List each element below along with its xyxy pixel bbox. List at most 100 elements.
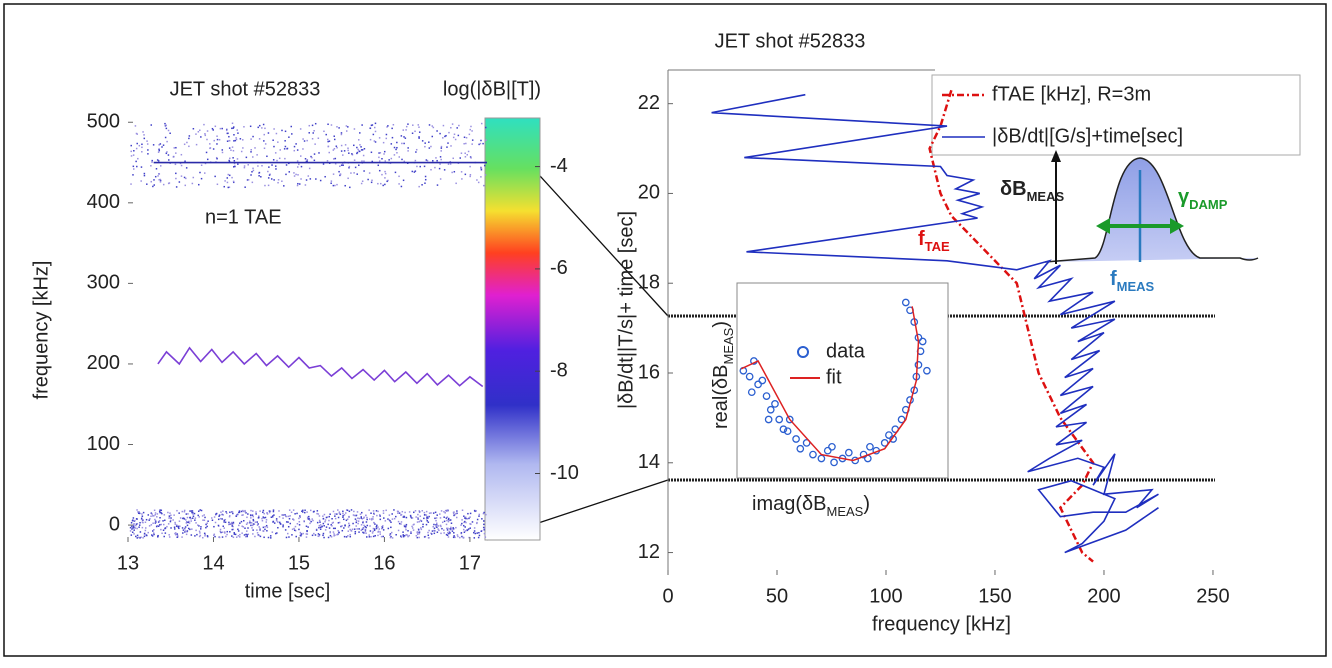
noise-dot — [159, 143, 162, 145]
noise-dot — [360, 149, 363, 151]
noise-dot — [188, 520, 190, 523]
noise-dot — [480, 530, 483, 532]
annotation: n=1 TAE — [205, 206, 282, 228]
noise-dot — [227, 173, 230, 176]
noise-dot — [273, 128, 275, 130]
noise-dot — [464, 526, 466, 528]
x-tick-label: 14 — [202, 552, 224, 574]
noise-dot — [319, 528, 322, 530]
noise-dot — [330, 182, 332, 185]
noise-dot — [146, 183, 148, 185]
noise-dot — [141, 515, 144, 517]
noise-dot — [232, 127, 235, 129]
noise-dot — [318, 152, 320, 154]
noise-dot — [279, 523, 282, 525]
noise-dot — [424, 175, 427, 178]
noise-dot — [221, 536, 224, 538]
noise-dot — [382, 141, 385, 144]
noise-dot — [340, 132, 343, 134]
noise-dot — [446, 529, 449, 531]
noise-dot — [259, 535, 262, 538]
noise-dot — [469, 523, 471, 525]
noise-dot — [344, 184, 346, 187]
noise-dot — [152, 522, 154, 525]
noise-dot — [456, 512, 458, 515]
noise-dot — [411, 525, 413, 528]
data-point — [745, 372, 754, 381]
noise-dot — [153, 184, 156, 186]
x-tick-label: 250 — [1196, 585, 1229, 607]
noise-dot — [432, 512, 435, 514]
noise-dot — [232, 149, 235, 152]
noise-dot — [364, 529, 367, 531]
noise-dot — [344, 144, 347, 146]
noise-dot — [369, 138, 372, 141]
noise-dot — [361, 180, 364, 182]
noise-dot — [258, 138, 261, 140]
noise-dot — [289, 522, 292, 525]
noise-dot — [278, 521, 281, 524]
noise-dot — [298, 517, 300, 520]
noise-dot — [133, 529, 135, 531]
noise-dot — [382, 184, 384, 187]
noise-dot — [449, 519, 452, 521]
noise-dot — [349, 533, 351, 536]
noise-dot — [258, 175, 260, 177]
noise-dot — [151, 159, 153, 162]
noise-dot — [299, 531, 302, 534]
noise-dot — [143, 134, 145, 136]
noise-dot — [443, 529, 445, 531]
noise-dot — [233, 532, 236, 534]
noise-dot — [357, 522, 359, 525]
noise-dot — [233, 160, 236, 162]
noise-dot — [337, 516, 340, 519]
noise-dot — [473, 537, 476, 539]
noise-dot — [140, 180, 142, 182]
noise-dot — [252, 169, 255, 172]
noise-dot — [355, 514, 357, 517]
noise-dot — [277, 141, 279, 143]
noise-dot — [448, 519, 451, 522]
noise-dot — [473, 527, 476, 529]
noise-dot — [418, 511, 421, 513]
noise-dot — [388, 514, 391, 516]
noise-dot — [191, 510, 194, 512]
noise-dot — [453, 514, 455, 517]
noise-dot — [199, 532, 201, 534]
noise-dot — [170, 527, 172, 529]
noise-dot — [277, 521, 279, 523]
noise-dot — [314, 122, 317, 125]
noise-dot — [336, 533, 338, 536]
noise-dot — [356, 511, 359, 513]
noise-dot — [216, 157, 218, 160]
noise-dot — [287, 521, 289, 523]
data-point — [783, 427, 792, 436]
noise-dot — [264, 127, 266, 130]
noise-dot — [332, 149, 335, 151]
noise-dot — [473, 531, 475, 534]
noise-dot — [452, 536, 455, 539]
noise-dot — [333, 135, 335, 137]
noise-dot — [252, 529, 254, 531]
noise-dot — [257, 126, 259, 129]
noise-dot — [386, 180, 388, 183]
noise-dot — [341, 529, 344, 532]
y-tick-label: 18 — [638, 272, 660, 294]
noise-dot — [298, 183, 301, 185]
noise-dot — [372, 518, 374, 520]
noise-dot — [397, 512, 399, 514]
noise-dot — [458, 124, 460, 127]
noise-dot — [244, 527, 246, 529]
noise-dot — [143, 137, 146, 140]
noise-dot — [226, 132, 229, 135]
noise-dot — [276, 532, 278, 534]
noise-dot — [137, 511, 139, 513]
noise-dot — [267, 184, 270, 187]
noise-dot — [285, 521, 288, 523]
noise-dot — [242, 139, 244, 141]
noise-dot — [360, 517, 363, 519]
noise-dot — [129, 526, 132, 529]
noise-dot — [338, 511, 341, 513]
noise-dot — [476, 532, 478, 534]
noise-dot — [285, 173, 287, 176]
